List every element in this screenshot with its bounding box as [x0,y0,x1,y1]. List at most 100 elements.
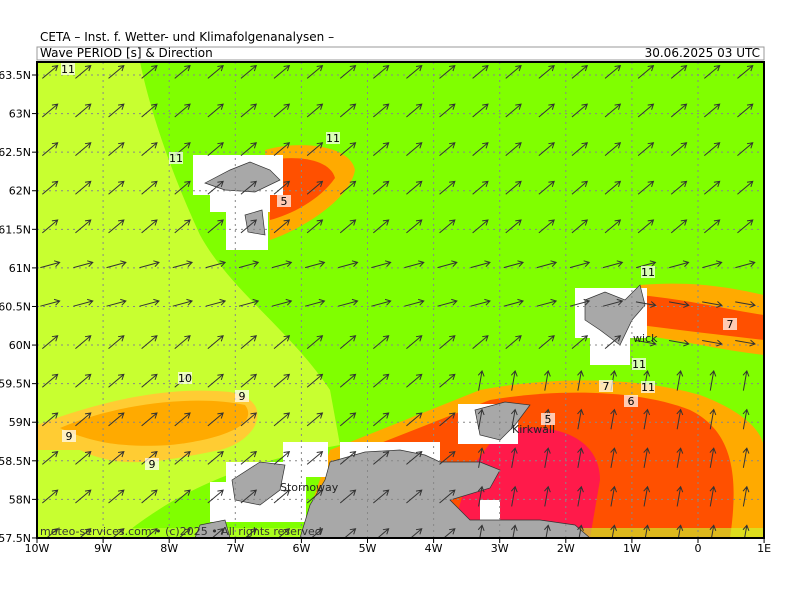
arrow [75,450,92,465]
lat-label: 62N [9,185,31,198]
arrow-shape [42,103,59,118]
arrow-shape [339,335,357,350]
arrow-shape [439,489,456,504]
arrow-shape [75,335,92,350]
arrow-shape [207,142,224,157]
contour-label-bg [61,63,75,75]
arrow-shape [75,180,92,195]
arrow-shape [373,219,390,234]
arrow-shape [510,485,518,507]
arrow-shape [538,219,555,234]
arrow [604,219,622,234]
arrow [42,219,59,234]
arrow-shape [271,260,293,269]
arrow-shape [306,373,324,388]
arrow [505,335,522,350]
arrow-shape [42,180,59,195]
arrow [470,298,491,307]
arrow [207,373,224,388]
arrow-shape [174,412,191,427]
contour-label: 11 [61,63,75,76]
arrow-shape [238,298,260,307]
arrow-shape [610,524,617,538]
arrow-shape [439,103,456,118]
arrow [635,301,657,308]
arrow-shape [141,142,158,157]
arrow-shape [676,408,684,430]
arrow [42,103,59,118]
arrow [538,103,555,118]
arrow-shape [406,335,423,350]
place-label: Kirkwall [512,423,555,436]
arrow-shape [207,103,224,118]
arrow [306,489,324,504]
arrow-shape [477,524,485,538]
arrow-shape [636,260,657,269]
arrow-shape [174,64,191,79]
arrow [42,489,59,504]
arrow-shape [735,301,756,308]
lon-label: 7W [226,542,244,555]
arrow [670,180,688,195]
arrow-shape [709,447,717,468]
arrow-shape [174,103,191,118]
arrow-shape [635,339,657,347]
lat-label: 63.5N [0,69,31,82]
contour-label: 7 [727,318,734,331]
arrow [510,369,518,391]
arrow [108,412,125,427]
arrow [439,412,456,427]
arrow [373,180,390,195]
arrow [273,450,291,465]
arrow-shape [704,103,721,118]
arrow [305,298,326,307]
arrow [643,524,651,538]
arrow-shape [338,260,359,269]
arrow [704,103,721,118]
arrow [571,64,589,79]
arrow [40,260,61,269]
direction-arrows [40,64,756,538]
arrow [637,64,655,79]
arrow-shape [439,219,456,234]
arrow-shape [207,180,224,195]
arrow [439,450,456,465]
arrow [577,485,584,507]
arrow [505,180,522,195]
arrow [544,447,551,468]
arrow-shape [306,412,324,427]
arrow-shape [42,142,59,157]
arrow-shape [139,260,160,269]
arrow [373,528,390,538]
arrow-shape [207,335,224,350]
arrow [510,524,518,538]
arrow-shape [538,142,555,157]
contour-label-bg [599,380,613,392]
arrow [571,335,589,350]
arrow-shape [536,260,558,269]
arrow-shape [174,219,191,234]
arrow-shape [643,408,651,430]
lon-label: 1E [757,542,771,555]
arrow-shape [373,450,390,465]
arrow [108,335,125,350]
arrow-shape [306,64,324,79]
arrow-shape [637,103,655,118]
arrow-shape [108,219,125,234]
arrow-shape [704,64,721,79]
arrow [373,219,390,234]
arrow [108,450,125,465]
arrow [439,103,456,118]
arrow-shape [406,219,423,234]
arrow-shape [306,180,324,195]
arrow-shape [373,528,390,538]
arrow [339,412,357,427]
arrow [108,528,125,538]
arrow [505,64,522,79]
arrow [602,298,624,307]
arrow [635,339,657,347]
arrow-shape [544,485,551,507]
axes: 63.5N 63N 62.5N 62N 61.5N 61N 60.5N 60N 59.5N 59N… [0,69,771,555]
arrow-shape [477,447,485,468]
arrow [406,450,423,465]
